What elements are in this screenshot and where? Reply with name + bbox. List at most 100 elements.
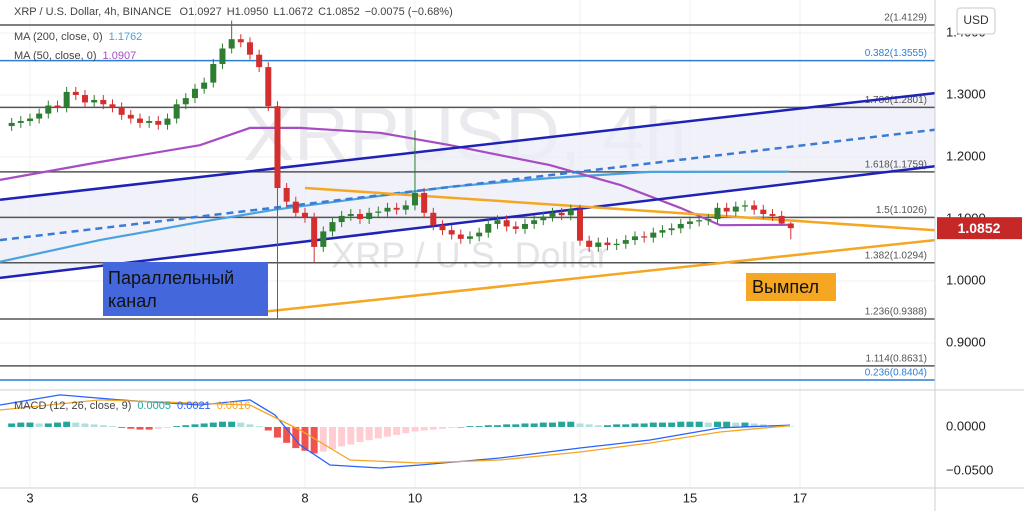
histogram-bar bbox=[338, 426, 346, 447]
candle-body bbox=[219, 48, 226, 64]
histogram-bar bbox=[686, 421, 694, 427]
candle-body bbox=[81, 94, 88, 103]
candle-body bbox=[411, 192, 418, 206]
histogram-bar bbox=[365, 426, 373, 441]
candle-body bbox=[787, 223, 794, 229]
histogram-bar bbox=[603, 425, 611, 427]
histogram-bar bbox=[182, 425, 190, 427]
legend-value: 0.0021 bbox=[177, 400, 211, 412]
y-tick-label: −0.0500 bbox=[946, 462, 993, 477]
histogram-bar bbox=[44, 423, 52, 427]
candle-body bbox=[246, 42, 253, 55]
price-label-box bbox=[937, 217, 1022, 240]
histogram-bar bbox=[695, 421, 703, 427]
histogram-bar bbox=[521, 423, 529, 427]
legend-name: MA (200, close, 0) bbox=[14, 31, 103, 43]
line bbox=[0, 91, 936, 202]
candle-body bbox=[613, 243, 620, 246]
candle-body bbox=[576, 209, 583, 241]
candle-body bbox=[311, 217, 318, 247]
candle-body bbox=[586, 240, 593, 247]
histogram-bar bbox=[255, 426, 263, 427]
histogram-bar bbox=[264, 426, 272, 431]
level-label: 0.382(1.3555) bbox=[865, 48, 927, 59]
chart-title: XRP / U.S. Dollar, 4h, BINANCE bbox=[14, 6, 172, 18]
candle-body bbox=[384, 207, 391, 212]
y-tick-label: 1.2000 bbox=[946, 148, 986, 163]
histogram-bar bbox=[530, 423, 538, 427]
histogram-bar bbox=[613, 424, 621, 427]
currency-button[interactable] bbox=[956, 7, 996, 35]
candle-body bbox=[338, 215, 345, 223]
histogram-bar bbox=[466, 426, 474, 427]
histogram-bar bbox=[145, 426, 153, 430]
histogram-bar bbox=[585, 424, 593, 427]
histogram-bar bbox=[63, 421, 71, 427]
histogram-bar bbox=[273, 426, 281, 438]
histogram-bar bbox=[228, 421, 236, 427]
candle-body bbox=[503, 220, 510, 227]
annotation-text: Параллельный bbox=[108, 268, 234, 288]
candle-body bbox=[466, 236, 473, 239]
histogram-bar bbox=[127, 426, 135, 429]
level-label: 1.236(0.9388) bbox=[865, 307, 927, 318]
histogram-bar bbox=[567, 421, 575, 427]
histogram-bar bbox=[750, 423, 758, 427]
histogram-bar bbox=[292, 426, 300, 449]
candle-body bbox=[182, 98, 189, 105]
ohlc-high: H1.0950 bbox=[227, 6, 269, 18]
histogram-bar bbox=[512, 424, 520, 427]
histogram-bar bbox=[741, 422, 749, 427]
x-tick-label: 13 bbox=[573, 490, 587, 505]
histogram-bar bbox=[191, 424, 199, 427]
candle-body bbox=[63, 91, 70, 108]
candle-body bbox=[347, 214, 354, 216]
histogram-bar bbox=[393, 426, 401, 435]
histogram-bar bbox=[374, 426, 382, 439]
histogram-bar bbox=[17, 422, 25, 427]
ma-legend: MA (200, close, 0) 1.1762 bbox=[14, 31, 142, 43]
level-label: 1.618(1.1759) bbox=[865, 160, 927, 171]
candle-body bbox=[265, 67, 272, 107]
level-label: 2(1.4129) bbox=[884, 13, 927, 24]
histogram-bar bbox=[35, 423, 43, 427]
x-tick-label: 10 bbox=[408, 490, 422, 505]
histogram-bar bbox=[8, 423, 16, 427]
histogram-bar bbox=[558, 421, 566, 427]
candle-body bbox=[540, 216, 547, 221]
candle-body bbox=[631, 236, 638, 241]
candle-body bbox=[136, 118, 143, 123]
candle-body bbox=[201, 82, 208, 89]
candle-body bbox=[237, 39, 244, 43]
candle-body bbox=[641, 236, 648, 238]
histogram-bar bbox=[484, 425, 492, 427]
histogram-bar bbox=[640, 423, 648, 427]
candle-body bbox=[531, 220, 538, 224]
line bbox=[0, 128, 936, 242]
histogram-bar bbox=[539, 422, 547, 427]
x-tick-label: 3 bbox=[26, 490, 33, 505]
y-tick-label: 1.0000 bbox=[946, 272, 986, 287]
histogram-bar bbox=[713, 421, 721, 427]
histogram-bar bbox=[658, 422, 666, 427]
candle-body bbox=[439, 225, 446, 231]
histogram-bar bbox=[594, 425, 602, 427]
histogram-bar bbox=[457, 426, 465, 428]
candle-body bbox=[686, 221, 693, 224]
level-label: 1.114(0.8631) bbox=[865, 354, 927, 365]
histogram-bar bbox=[283, 426, 291, 443]
x-tick-label: 8 bbox=[301, 490, 308, 505]
histogram-bar bbox=[475, 426, 483, 427]
histogram-bar bbox=[99, 425, 107, 427]
currency-label[interactable]: USD bbox=[963, 13, 989, 27]
line bbox=[249, 238, 936, 315]
candle-body bbox=[72, 91, 79, 95]
line bbox=[0, 399, 791, 464]
annotation-box bbox=[746, 273, 836, 301]
histogram-bar bbox=[429, 426, 437, 430]
overlay: XRP / U.S. Dollar, 4h, BINANCE O1.0927 H1.… bbox=[14, 6, 996, 412]
candle-body bbox=[494, 220, 501, 224]
candle-body bbox=[375, 211, 382, 213]
